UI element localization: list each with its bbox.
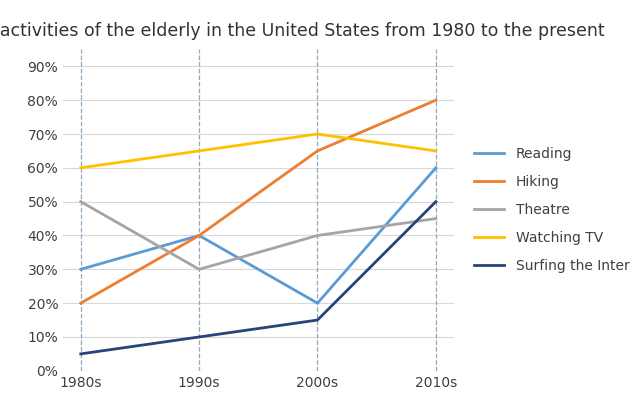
Reading [195, 233, 203, 238]
Hiking [314, 148, 321, 153]
Surfing the Internet [77, 351, 84, 356]
Legend: Reading, Hiking, Theatre, Watching TV, Surfing the Internet: Reading, Hiking, Theatre, Watching TV, S… [468, 142, 630, 279]
Line: Reading: Reading [81, 168, 436, 303]
Theatre [77, 199, 84, 204]
Hiking [77, 301, 84, 306]
Title: Free time activities of the elderly in the United States from 1980 to the presen: Free time activities of the elderly in t… [0, 21, 605, 40]
Line: Hiking: Hiking [81, 100, 436, 303]
Hiking [432, 98, 440, 103]
Reading [314, 301, 321, 306]
Theatre [314, 233, 321, 238]
Line: Theatre: Theatre [81, 201, 436, 269]
Surfing the Internet [314, 318, 321, 323]
Theatre [195, 267, 203, 272]
Reading [77, 267, 84, 272]
Hiking [195, 233, 203, 238]
Watching TV [314, 131, 321, 136]
Theatre [432, 216, 440, 221]
Surfing the Internet [432, 199, 440, 204]
Surfing the Internet [195, 335, 203, 339]
Watching TV [195, 148, 203, 153]
Line: Surfing the Internet: Surfing the Internet [81, 201, 436, 354]
Reading [432, 165, 440, 170]
Watching TV [77, 165, 84, 170]
Line: Watching TV: Watching TV [81, 134, 436, 168]
Watching TV [432, 148, 440, 153]
